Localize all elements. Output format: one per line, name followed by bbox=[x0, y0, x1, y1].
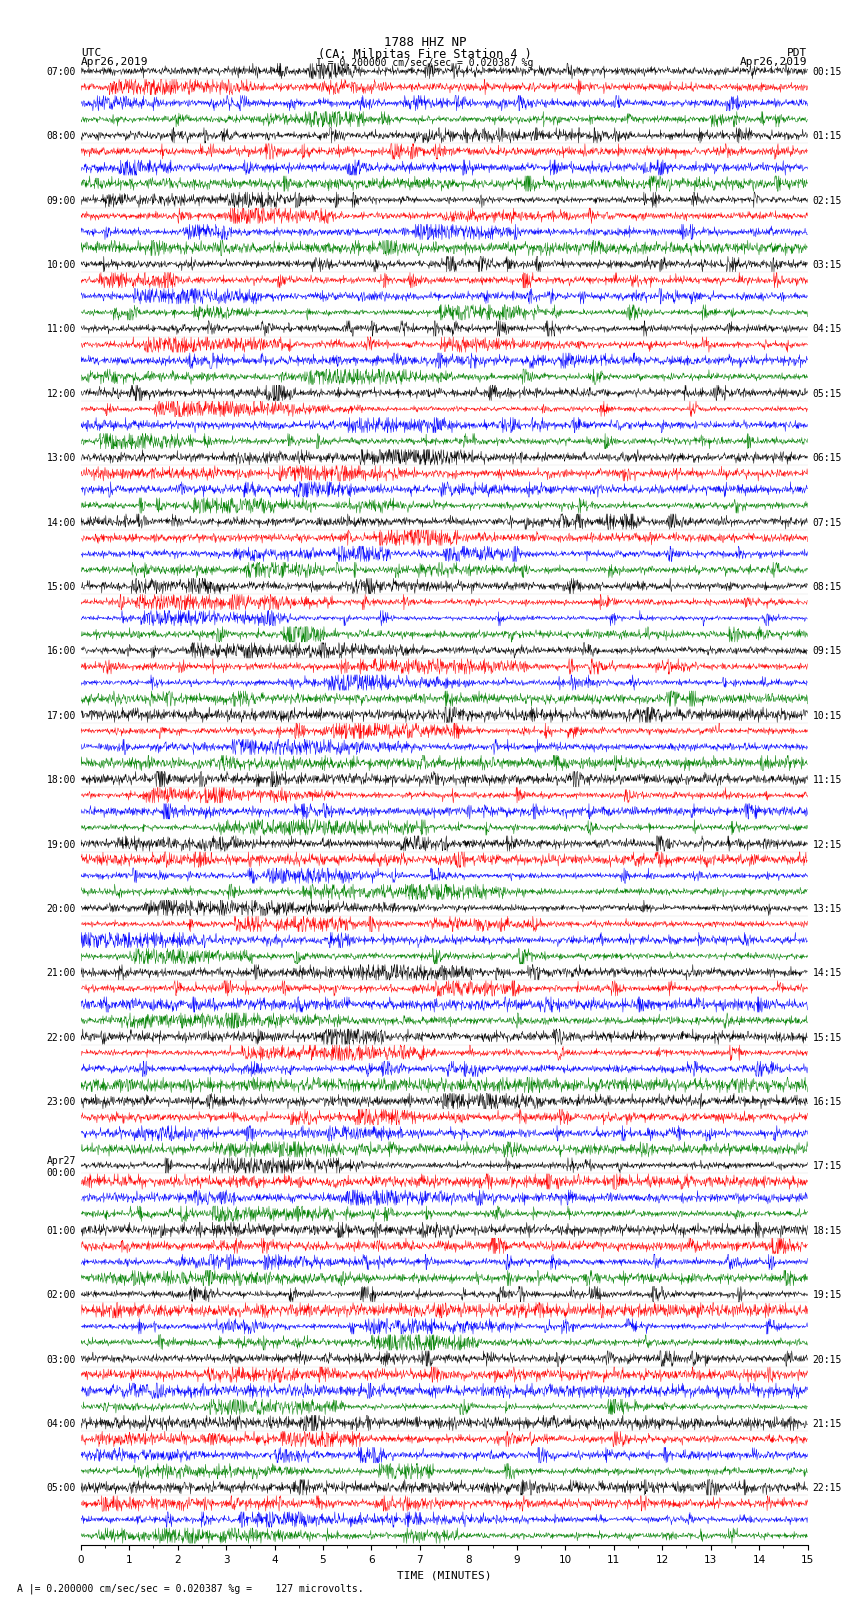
Text: PDT: PDT bbox=[787, 47, 808, 58]
Text: A |= 0.200000 cm/sec/sec = 0.020387 %g =    127 microvolts.: A |= 0.200000 cm/sec/sec = 0.020387 %g =… bbox=[17, 1582, 364, 1594]
Text: Apr26,2019: Apr26,2019 bbox=[81, 58, 148, 68]
Text: I = 0.200000 cm/sec/sec = 0.020387 %g: I = 0.200000 cm/sec/sec = 0.020387 %g bbox=[316, 58, 534, 68]
X-axis label: TIME (MINUTES): TIME (MINUTES) bbox=[397, 1571, 491, 1581]
Text: UTC: UTC bbox=[81, 47, 101, 58]
Text: 1788 HHZ NP: 1788 HHZ NP bbox=[383, 37, 467, 50]
Text: (CA: Milpitas Fire Station 4 ): (CA: Milpitas Fire Station 4 ) bbox=[318, 47, 532, 61]
Text: Apr26,2019: Apr26,2019 bbox=[740, 58, 808, 68]
